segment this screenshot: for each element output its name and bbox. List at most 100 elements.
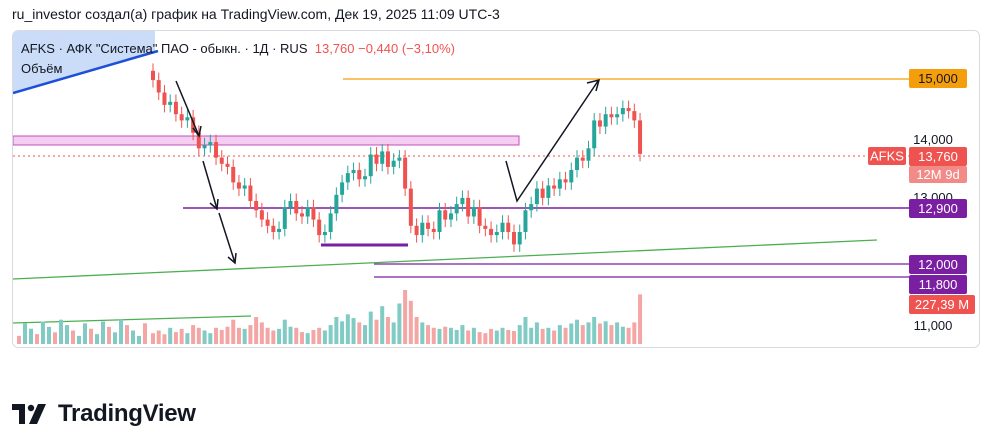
volume-bar xyxy=(454,329,459,344)
volume-bar xyxy=(460,325,465,344)
volume-bar xyxy=(506,329,511,344)
volume-bar xyxy=(563,327,568,344)
volume-bar xyxy=(385,317,390,344)
volume-bar xyxy=(540,328,545,344)
candle-body xyxy=(620,108,625,115)
candle-body xyxy=(454,204,459,214)
volume-bar xyxy=(615,322,620,344)
candle-body xyxy=(254,201,259,211)
chart-caption: ru_investor создал(а) график на TradingV… xyxy=(12,6,500,22)
legend-price-change: 13,760 −0,440 (−3,10%) xyxy=(314,41,455,56)
candle-body xyxy=(202,145,207,149)
candle-body xyxy=(575,157,580,170)
volume-bar xyxy=(242,328,247,344)
volume-bar xyxy=(483,333,488,344)
volume-bar xyxy=(162,334,167,344)
candle-body xyxy=(397,157,402,161)
volume-bar xyxy=(374,319,379,344)
black-arrowhead-1 xyxy=(192,125,202,138)
volume-bar xyxy=(546,327,551,344)
volume-bar xyxy=(101,321,105,344)
candle-body xyxy=(305,207,310,217)
candle-body xyxy=(380,151,385,164)
volume-bar xyxy=(408,300,413,344)
volume-bar xyxy=(168,327,173,344)
green-volume-trend-line xyxy=(13,315,252,324)
volume-bar xyxy=(380,306,385,344)
candle-body xyxy=(603,114,608,127)
candle-body xyxy=(483,225,488,229)
volume-bar xyxy=(632,322,637,344)
candle-body xyxy=(385,151,390,167)
candle-body xyxy=(225,163,230,167)
candle-body xyxy=(236,182,241,189)
candle-body xyxy=(638,120,643,154)
volume-bar xyxy=(113,332,117,344)
chart-panel[interactable]: СенОктНояДек2026ФевМарАпр14,00011,00013,… xyxy=(12,30,980,348)
price-level-label-bg xyxy=(909,69,967,88)
volume-bar xyxy=(311,329,316,344)
volume-bar xyxy=(340,321,345,344)
volume-bar xyxy=(95,334,99,344)
volume-bar xyxy=(557,325,562,344)
candle-body xyxy=(500,222,505,232)
volume-bar xyxy=(277,328,282,344)
candle-body xyxy=(191,117,196,133)
candle-body xyxy=(151,70,155,81)
candle-body xyxy=(162,92,167,105)
volume-bar xyxy=(17,335,21,344)
volume-bar xyxy=(328,325,333,344)
volume-bar xyxy=(89,328,93,344)
price-level-label-bg xyxy=(909,199,967,218)
candle-body xyxy=(626,108,631,112)
candle-body xyxy=(196,132,201,149)
candle-body xyxy=(179,114,184,121)
candle-body xyxy=(242,185,247,189)
volume-bar xyxy=(173,332,178,344)
candle-body xyxy=(340,182,345,195)
volume-bar xyxy=(420,322,425,344)
candle-body xyxy=(523,210,528,232)
volume-bar xyxy=(59,319,63,344)
black-down-arrow-1 xyxy=(175,80,200,137)
volume-value-label-bg xyxy=(909,295,975,314)
candle-body xyxy=(219,157,224,164)
volume-bar xyxy=(494,330,499,344)
candle-body xyxy=(534,188,539,205)
volume-bar xyxy=(202,330,207,344)
tradingview-logo-text: TradingView xyxy=(58,400,196,427)
volume-bar xyxy=(592,317,597,344)
candle-body xyxy=(208,142,213,146)
volume-bar xyxy=(265,327,270,344)
candle-body xyxy=(351,170,356,174)
candle-body xyxy=(311,207,316,220)
price-chart[interactable]: СенОктНояДек2026ФевМарАпр14,00011,00013,… xyxy=(13,31,979,347)
candle-body xyxy=(317,219,322,236)
volume-bar xyxy=(391,322,396,344)
volume-bar xyxy=(47,326,51,344)
candle-body xyxy=(557,179,562,189)
candle-body xyxy=(214,142,219,158)
candle-body xyxy=(408,188,413,226)
volume-bar xyxy=(471,327,476,344)
volume-bar xyxy=(517,325,522,344)
volume-bar xyxy=(620,326,625,344)
volume-bar xyxy=(214,327,219,344)
volume-bar xyxy=(185,333,190,344)
bar-countdown-label: 12M 9d xyxy=(916,167,959,182)
candle-body xyxy=(168,101,173,105)
forecast-arrowhead xyxy=(586,78,601,92)
price-level-label: 12,900 xyxy=(918,201,958,216)
candle-body xyxy=(569,170,574,183)
last-price-symbol-label-bg xyxy=(868,147,906,165)
volume-bar xyxy=(119,319,123,344)
volume-bar xyxy=(609,325,614,344)
volume-bar xyxy=(294,327,299,344)
candle-body xyxy=(426,222,431,229)
candle-body xyxy=(185,117,190,121)
pink-zone xyxy=(13,135,520,146)
volume-bar xyxy=(125,325,129,344)
candle-body xyxy=(282,207,287,229)
volume-bar xyxy=(299,332,304,344)
price-level-label-bg xyxy=(909,255,967,274)
